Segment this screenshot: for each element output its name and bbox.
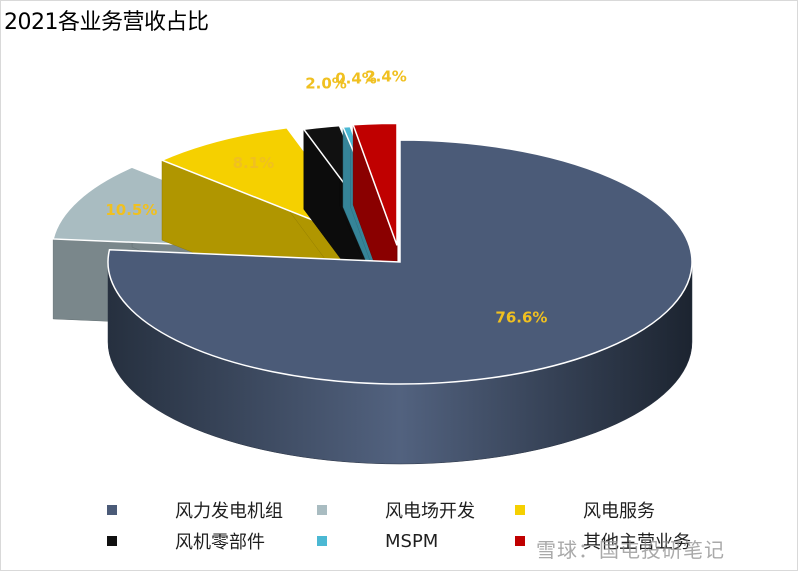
data-label-2: 8.1% [233,154,275,172]
pie-slice-0 [107,139,693,465]
watermark: 雪球：国屯投研笔记 [536,538,725,562]
legend-item-0: 风力发电机组 [107,499,283,522]
legend-label: 风电服务 [583,501,655,522]
legend-label: 风电场开发 [385,501,475,522]
pie-slices [52,122,693,465]
legend-item-5: 其他主营业务 [515,530,691,553]
legend-label: 风力发电机组 [175,501,283,522]
data-label-0: 76.6% [495,309,547,327]
pie-chart: 76.6% 10.5% 8.1% 2.0%0.4%2.4% [52,68,693,465]
data-label-5: 2.4% [365,68,407,86]
data-label-1: 10.5% [105,201,157,219]
data-label-4: 0.4% [335,70,377,88]
legend-item-3: 风机零部件 [107,530,265,553]
legend-item-2: 风电服务 [515,499,655,522]
legend-item-1: 风电场开发 [317,499,475,522]
legend-label: 风机零部件 [175,532,265,553]
legend-label: 其他主营业务 [583,532,691,553]
legend-swatch [317,536,327,546]
pie-data-labels: 76.6% 10.5% 8.1% 2.0%0.4%2.4% [105,68,547,327]
chart-title: 2021各业务营收占比 [4,10,209,35]
legend-swatch [317,505,327,515]
legend-swatch [107,505,117,515]
data-label-3: 2.0% [305,75,347,93]
legend-item-4: MSPM [317,530,438,552]
legend-label: MSPM [385,530,439,552]
legend-swatch [107,536,117,546]
legend-swatch [515,536,525,546]
legend-swatch [515,505,525,515]
